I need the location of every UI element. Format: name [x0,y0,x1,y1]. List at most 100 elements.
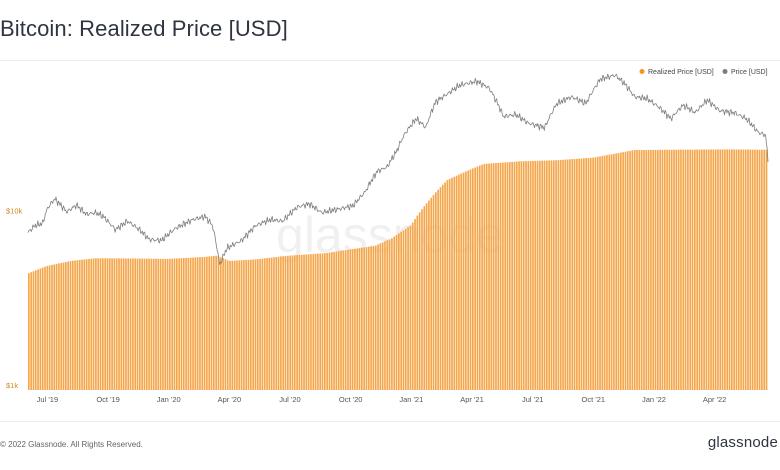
realized-price-bar [81,259,83,390]
realized-price-bar [136,258,139,390]
realized-price-bar [384,241,386,390]
x-tick-label: Oct '20 [339,395,363,404]
realized-price-bar [37,269,39,390]
realized-price-bar [222,258,224,390]
realized-price-bar [143,258,146,390]
realized-price-bar [652,149,655,390]
realized-price-bar [485,163,488,390]
realized-price-bar [102,258,104,390]
realized-price-bar [418,212,421,390]
realized-price-bar [691,149,694,390]
realized-price-bar [333,251,335,390]
realized-price-bar [381,242,384,390]
realized-price-bar [481,164,483,390]
realized-price-bar [358,248,361,390]
realized-price-bar [206,256,208,390]
realized-price-bar [122,258,125,390]
realized-price-bar [395,234,398,390]
realized-price-bar [448,178,451,390]
realized-price-bar [425,203,428,390]
realized-price-bar [199,257,201,390]
realized-price-bar [467,170,470,390]
realized-price-bar [518,161,520,390]
realized-price-bar [88,258,90,390]
realized-price-bar [636,149,638,390]
realized-price-bar [409,225,412,390]
legend-swatch-realized [639,69,645,74]
x-tick-label: Jul '20 [279,395,300,404]
realized-price-bar [173,258,176,390]
realized-price-bar [543,160,546,390]
legend-label-price[interactable]: Price [USD] [731,69,768,76]
realized-price-bar [210,256,213,390]
realized-price-bar [411,222,414,390]
realized-price-bar [430,197,433,390]
realized-price-bar [300,254,303,390]
realized-price-bar [599,156,601,390]
realized-price-bar [337,251,340,390]
realized-price-bar [615,153,618,390]
realized-price-bar [550,160,553,390]
price-line [27,73,769,265]
realized-price-bar [250,259,252,390]
realized-price-bar [765,149,768,390]
realized-price-bar [106,258,109,390]
realized-price-bar [742,149,745,390]
realized-price-bar [393,236,396,390]
glassnode-logo[interactable]: glassnode [707,434,778,451]
y-tick-label: $1k [6,381,18,390]
realized-price-bar [603,155,606,390]
realized-price-bar [263,258,266,390]
realized-price-bar [629,150,631,390]
realized-price-bar [640,149,643,390]
realized-price-bar [633,150,636,390]
realized-price-bar [670,149,673,390]
realized-price-bar [104,258,106,390]
realized-price-bar [111,258,113,390]
realized-price-bar [326,252,328,390]
realized-price-bar [673,149,675,390]
realized-price-bar [682,149,685,390]
legend-label-realized[interactable]: Realized Price [USD] [648,69,714,76]
realized-price-bar [476,166,479,390]
realized-price-bar [557,160,560,390]
realized-price-bar [539,160,541,390]
y-tick-label: $10k [6,207,23,216]
copyright: © 2022 Glassnode. All Rights Reserved. [0,440,143,449]
realized-price-bar [592,157,594,390]
realized-price-bar [317,253,319,390]
realized-price-bar [428,200,430,390]
realized-price-bar [157,258,160,390]
realized-price-bar [361,247,363,390]
realized-price-bar [527,161,530,390]
realized-price-bar [566,159,569,390]
x-tick-label: Apr '21 [460,395,484,404]
realized-price-bar [423,206,426,390]
realized-price-bar [645,149,648,390]
realized-price-bar [689,149,692,390]
realized-price-bar [293,255,296,390]
realized-price-bar [372,246,375,390]
realized-price-bar [194,257,197,390]
realized-price-bar [296,255,298,390]
realized-price-bar [46,265,49,390]
realized-price-bar [694,149,696,390]
realized-price-bar [34,270,37,390]
realized-price-bar [490,163,493,390]
realized-price-bar [208,256,211,390]
realized-price-bar [291,255,294,390]
realized-price-bar [335,251,338,390]
realized-price-bar [647,149,650,390]
x-tick-label: Oct '21 [582,395,606,404]
realized-price-bar [247,259,250,390]
realized-price-bar [340,250,342,390]
realized-price-bar [363,247,365,390]
realized-price-bar [374,245,377,390]
x-tick-label: Jan '21 [399,395,423,404]
realized-price-bar [268,257,271,390]
realized-price-bar [719,149,722,390]
realized-price-bar [99,258,102,390]
realized-price-bar [180,258,183,390]
realized-price-bar [217,256,220,390]
